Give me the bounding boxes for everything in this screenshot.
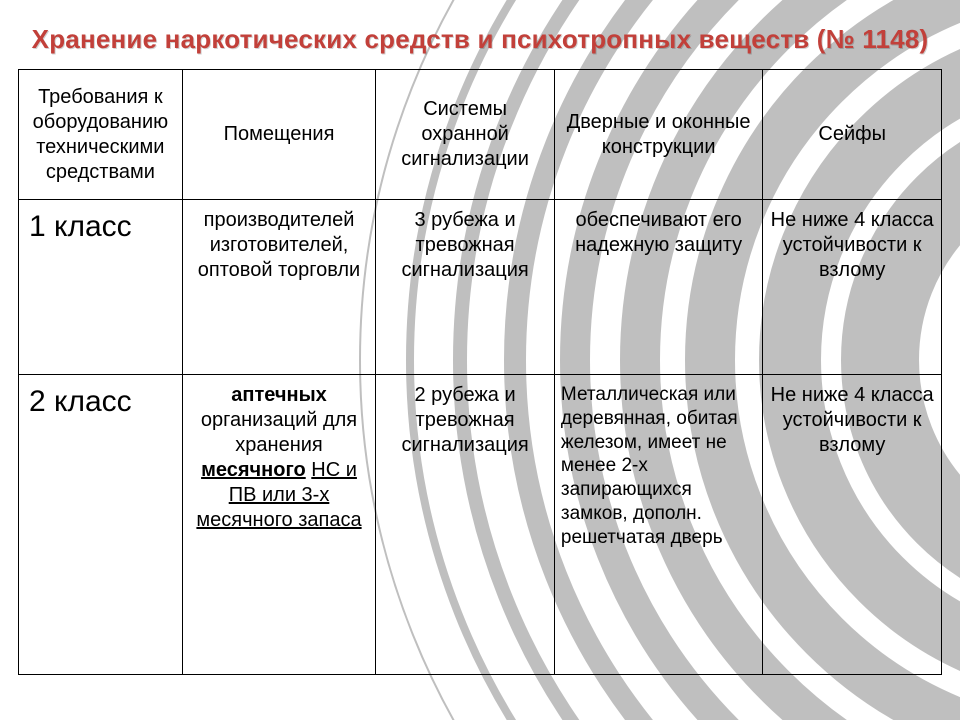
cell-doors-1: обеспечивают его надежную защиту <box>554 200 762 375</box>
col-header-equipment: Требования к оборудованию техническими с… <box>19 70 183 200</box>
row-label-class2: 2 класс <box>19 375 183 675</box>
row-label-class1: 1 класс <box>19 200 183 375</box>
requirements-table: Требования к оборудованию техническими с… <box>18 69 942 675</box>
cell-premises-1: производителей изготовителей, оптовой то… <box>182 200 376 375</box>
table-header-row: Требования к оборудованию техническими с… <box>19 70 942 200</box>
col-header-safes: Сейфы <box>763 70 942 200</box>
col-header-premises: Помещения <box>182 70 376 200</box>
cell-safes-1: Не ниже 4 класса устойчивости к взлому <box>763 200 942 375</box>
table-row: 1 класс производителей изготовителей, оп… <box>19 200 942 375</box>
col-header-doors: Дверные и оконные конструкции <box>554 70 762 200</box>
col-header-alarm: Системы охранной сигнализации <box>376 70 555 200</box>
page-title: Хранение наркотических средств и психотр… <box>18 24 942 55</box>
cell-premises-2: аптечных организаций для хранения месячн… <box>182 375 376 675</box>
cell-safes-2: Не ниже 4 класса устойчивости к взлому <box>763 375 942 675</box>
cell-alarm-1: 3 рубежа и тревожная сигнализация <box>376 200 555 375</box>
cell-doors-2: Металлическая или деревянная, обитая жел… <box>554 375 762 675</box>
table-row: 2 класс аптечных организаций для хранени… <box>19 375 942 675</box>
slide-content: Хранение наркотических средств и психотр… <box>0 0 960 675</box>
cell-alarm-2: 2 рубежа и тревожная сигнализация <box>376 375 555 675</box>
